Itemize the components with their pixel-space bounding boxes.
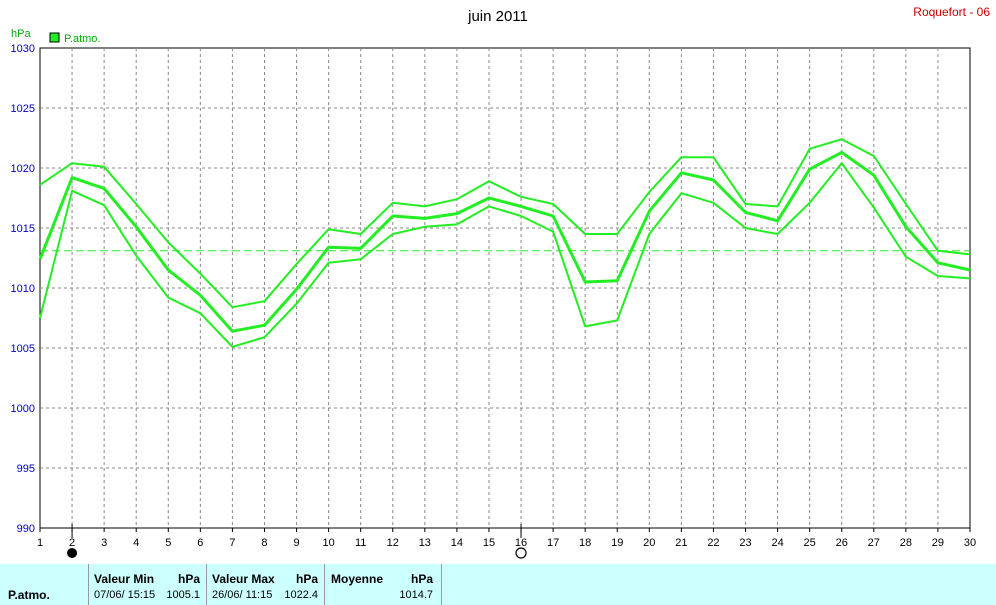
y-tick-label: 1015 xyxy=(11,223,35,235)
x-tick-label: 12 xyxy=(387,537,399,549)
x-tick-label: 25 xyxy=(804,537,816,549)
x-tick-label: 2 xyxy=(69,537,75,549)
pressure-chart: juin 2011 Roquefort - 06 hPa P.atmo. 990… xyxy=(11,5,990,559)
x-tick-label: 27 xyxy=(868,537,880,549)
legend-swatch xyxy=(49,32,60,43)
x-tick-label: 20 xyxy=(643,537,655,549)
x-tick-label: 14 xyxy=(451,537,463,549)
x-tick-label: 10 xyxy=(322,537,334,549)
stats-mean-value: 1014.7 xyxy=(399,589,433,601)
y-tick-label: 995 xyxy=(17,463,35,475)
y-axis-unit: hPa xyxy=(11,28,31,40)
y-tick-label: 1020 xyxy=(11,163,35,175)
stats-mean-label: Moyenne xyxy=(331,572,384,586)
x-tick-label: 5 xyxy=(165,537,171,549)
stats-min-date: 07/06/ 15:15 xyxy=(94,589,156,601)
y-tick-label: 1000 xyxy=(11,403,35,415)
x-tick-label: 29 xyxy=(932,537,944,549)
x-tick-label: 11 xyxy=(355,537,366,549)
x-tick-label: 30 xyxy=(964,537,976,549)
stats-panel: P.atmo. Valeur Min hPa 07/06/ 15:15 1005… xyxy=(0,564,996,605)
x-tick-label: 9 xyxy=(293,537,299,549)
stats-row-label: P.atmo. xyxy=(8,588,50,602)
series-line-mean xyxy=(38,150,971,333)
x-tick-label: 26 xyxy=(836,537,848,549)
x-tick-label: 18 xyxy=(579,537,591,549)
series-line-max xyxy=(39,138,971,309)
stats-mean-cell: Moyenne hPa 1014.7 xyxy=(324,564,442,605)
legend-label: P.atmo. xyxy=(64,33,101,45)
stats-min-value: 1005.1 xyxy=(166,589,200,601)
stats-min-cell: Valeur Min hPa 07/06/ 15:15 1005.1 xyxy=(88,564,206,605)
stats-min-label: Valeur Min xyxy=(94,572,155,586)
chart-title: juin 2011 xyxy=(467,8,528,25)
y-tick-label: 1010 xyxy=(11,283,35,295)
series-line-min xyxy=(39,162,971,348)
x-tick-label: 24 xyxy=(771,537,783,549)
x-tick-label: 8 xyxy=(261,537,267,549)
x-tick-label: 13 xyxy=(419,537,431,549)
x-tick-label: 15 xyxy=(483,537,495,549)
y-tick-label: 1025 xyxy=(11,103,35,115)
x-tick-label: 1 xyxy=(37,537,43,549)
stats-max-cell: Valeur Max hPa 26/06/ 11:15 1022.4 xyxy=(206,564,324,605)
x-tick-label: 3 xyxy=(101,537,107,549)
x-tick-label: 4 xyxy=(133,537,139,549)
x-tick-label: 16 xyxy=(515,537,527,549)
y-tick-label: 1005 xyxy=(11,343,35,355)
x-tick-label: 19 xyxy=(611,537,623,549)
x-tick-label: 22 xyxy=(707,537,719,549)
y-tick-label: 1030 xyxy=(11,43,35,55)
x-tick-label: 6 xyxy=(197,537,203,549)
x-tick-label: 28 xyxy=(900,537,912,549)
new-moon-icon xyxy=(515,547,527,559)
y-tick-label: 990 xyxy=(17,523,35,535)
x-tick-label: 17 xyxy=(547,537,559,549)
stats-mean-unit: hPa xyxy=(410,572,433,586)
stats-max-value: 1022.4 xyxy=(284,589,318,601)
x-tick-label: 23 xyxy=(739,537,751,549)
x-tick-label: 21 xyxy=(675,537,687,549)
stats-min-unit: hPa xyxy=(177,572,200,586)
station-name: Roquefort - 06 xyxy=(913,5,990,19)
stats-row-label-cell: P.atmo. xyxy=(0,564,88,605)
stats-max-label: Valeur Max xyxy=(212,572,275,586)
stats-max-unit: hPa xyxy=(295,572,318,586)
x-tick-label: 7 xyxy=(229,537,235,549)
stats-max-date: 26/06/ 11:15 xyxy=(212,589,273,601)
full-moon-icon xyxy=(67,548,78,558)
